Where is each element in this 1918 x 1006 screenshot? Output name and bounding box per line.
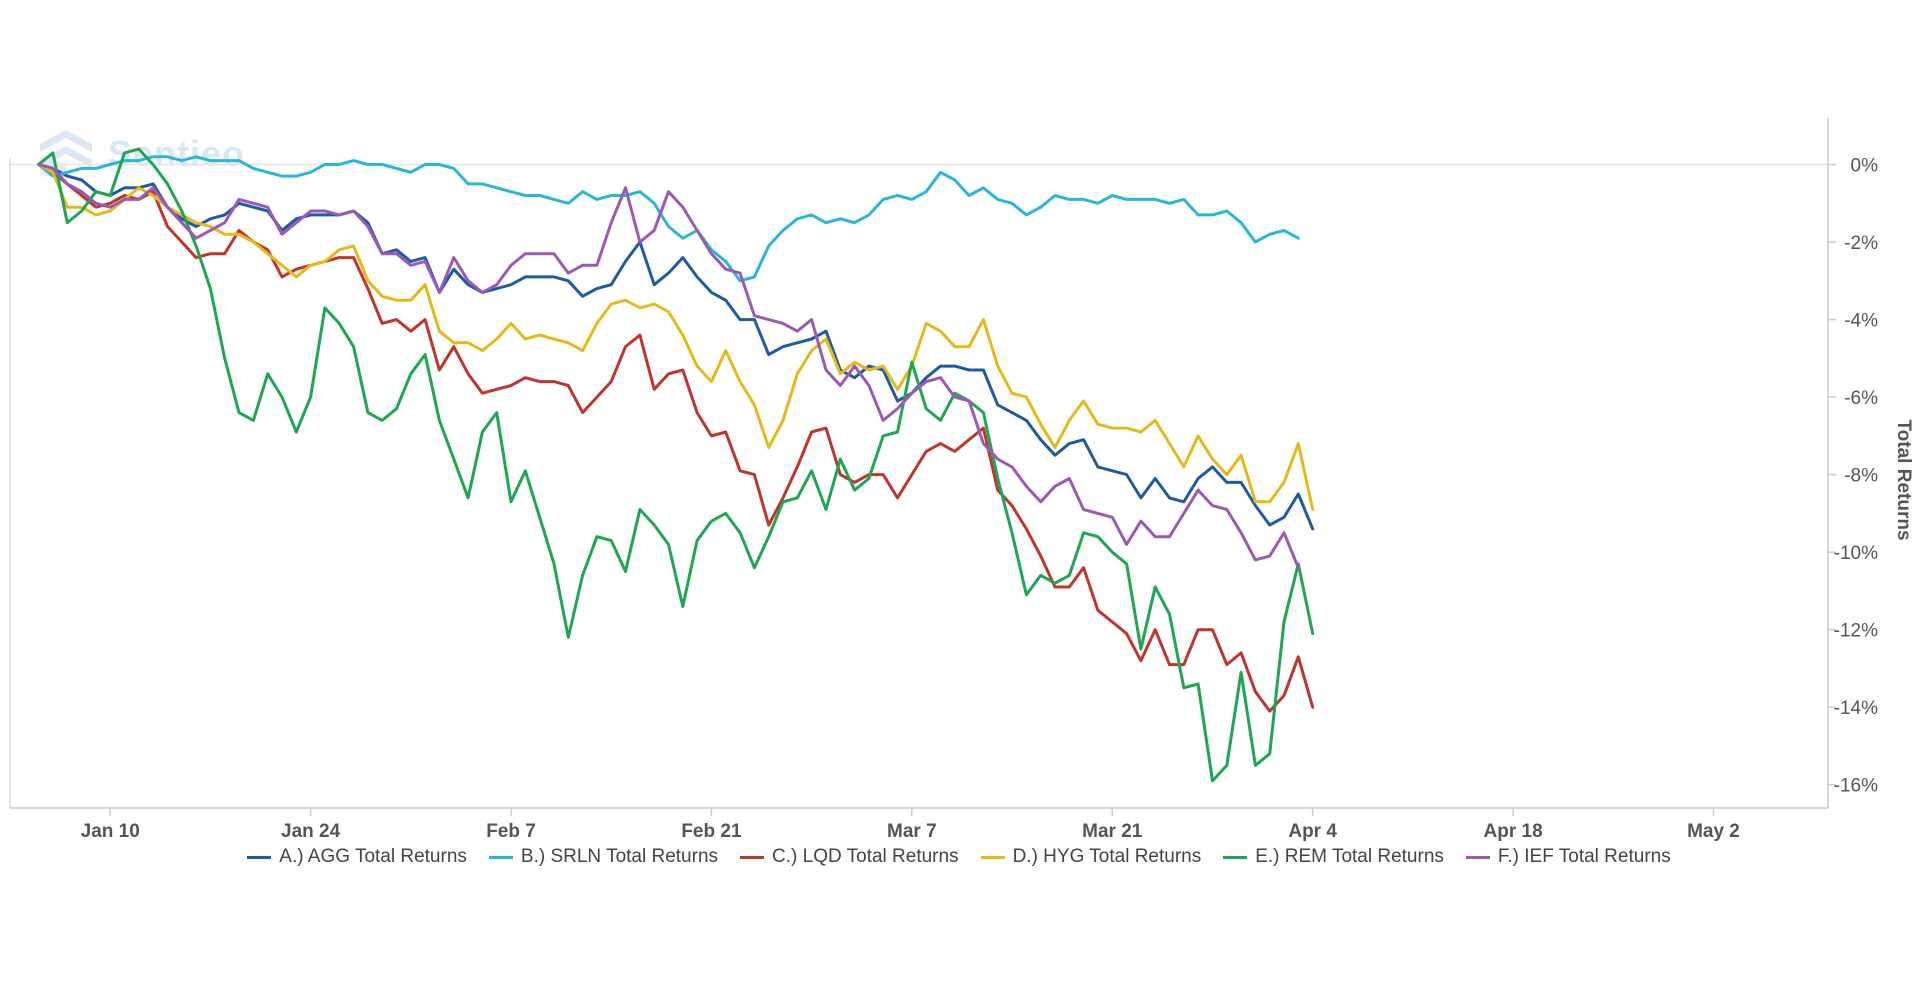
legend-swatch [980,855,1005,859]
chart-axes [9,118,1829,809]
y-tick-label: -8% [1844,466,1878,487]
x-tick-label: Mar 7 [887,821,937,842]
x-tick-label: Jan 24 [281,821,341,842]
legend-swatch [1465,855,1490,859]
series-line-ief [37,163,1300,570]
legend-item-srln[interactable]: B.) SRLN Total Returns [488,846,719,868]
series-line-srln [37,155,1300,283]
y-tick-label: -6% [1844,388,1878,409]
tick-labels: Jan 10 Jan 24 Feb 7 Feb 21 Mar 7 Mar 21 Apr 4 A… [81,156,1878,842]
legend-label: D.) HYG Total Returns [1012,846,1202,867]
legend-label: E.) REM Total Returns [1255,846,1444,867]
legend-swatch [488,855,513,859]
legend-item-rem[interactable]: E.) REM Total Returns [1223,846,1444,868]
chart-legend: A.) AGG Total Returns B.) SRLN Total Retu… [0,846,1918,868]
legend-label: C.) LQD Total Returns [772,846,959,867]
x-tick-label: Jan 10 [81,821,140,842]
series-line-rem [37,147,1315,783]
legend-label: A.) AGG Total Returns [279,846,467,867]
x-tick-label: Mar 21 [1082,821,1143,842]
y-axis-title: Total Returns [1893,419,1914,540]
legend-swatch [1223,855,1248,859]
x-tick-label: Apr 18 [1484,821,1543,842]
series-line-hyg [37,163,1315,511]
x-tick-label: May 2 [1687,821,1740,842]
y-tick-label: -4% [1844,311,1878,332]
x-tick-label: Apr 4 [1288,821,1337,842]
legend-swatch [740,855,765,859]
y-tick-label: -2% [1844,233,1878,254]
series-line-agg [37,163,1315,531]
legend-item-hyg[interactable]: D.) HYG Total Returns [980,846,1202,868]
legend-item-lqd[interactable]: C.) LQD Total Returns [740,846,959,868]
legend-item-ief[interactable]: F.) IEF Total Returns [1465,846,1671,868]
watermark-text: Sentieo [108,133,246,174]
series-group [37,147,1315,783]
series-line-lqd [37,163,1315,713]
legend-label: F.) IEF Total Returns [1497,846,1671,867]
y-tick-label: -12% [1834,621,1878,642]
legend-label: B.) SRLN Total Returns [520,846,719,867]
y-tick-label: -10% [1834,543,1878,564]
y-tick-label: -16% [1834,776,1878,797]
x-tick-label: Feb 7 [486,821,536,842]
x-tick-label: Feb 21 [681,821,742,842]
legend-swatch [247,855,272,859]
y-tick-label: 0% [1851,156,1879,177]
legend-item-agg[interactable]: A.) AGG Total Returns [247,846,467,868]
y-tick-label: -14% [1834,698,1878,719]
